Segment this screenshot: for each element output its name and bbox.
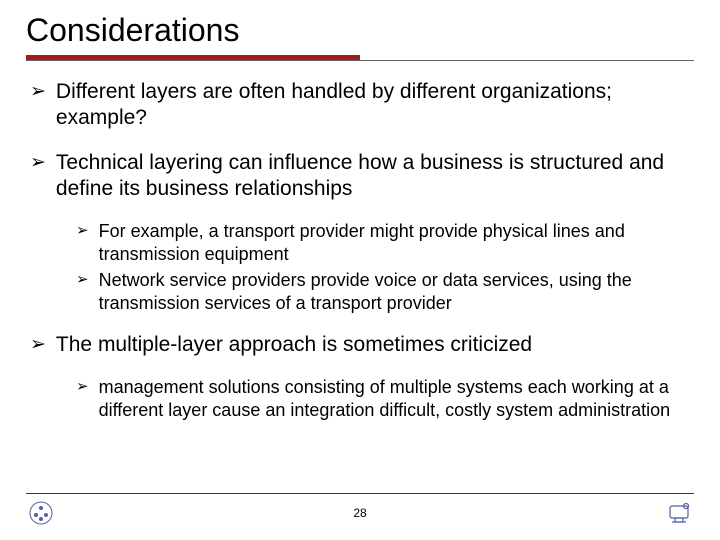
bullet-text: Technical layering can influence how a b… xyxy=(56,150,694,203)
page-number: 28 xyxy=(353,506,366,520)
sub-bullet-item: ➢ For example, a transport provider migh… xyxy=(76,220,694,265)
slide: Considerations ➢ Different layers are of… xyxy=(0,0,720,540)
footer-row: 28 xyxy=(26,500,694,526)
title-underline xyxy=(26,55,694,61)
content-area: ➢ Different layers are often handled by … xyxy=(26,79,694,421)
arrow-bullet-icon: ➢ xyxy=(30,150,46,176)
sub-bullet-text: Network service providers provide voice … xyxy=(99,269,694,314)
arrow-bullet-icon: ➢ xyxy=(76,220,89,242)
arrow-bullet-icon: ➢ xyxy=(76,376,89,398)
sub-bullet-text: For example, a transport provider might … xyxy=(99,220,694,265)
sub-bullet-item: ➢ Network service providers provide voic… xyxy=(76,269,694,314)
sub-bullet-item: ➢ management solutions consisting of mul… xyxy=(76,376,694,421)
sub-bullet-list: ➢ management solutions consisting of mul… xyxy=(30,376,694,421)
arrow-bullet-icon: ➢ xyxy=(30,332,46,358)
footer-rule xyxy=(26,493,694,494)
logo-right-icon xyxy=(664,500,694,526)
bullet-item: ➢ Technical layering can influence how a… xyxy=(30,150,694,203)
bullet-item: ➢ Different layers are often handled by … xyxy=(30,79,694,132)
arrow-bullet-icon: ➢ xyxy=(76,269,89,291)
bullet-item: ➢ The multiple-layer approach is sometim… xyxy=(30,332,694,358)
bullet-text: Different layers are often handled by di… xyxy=(56,79,694,132)
slide-footer: 28 xyxy=(0,493,720,526)
slide-title: Considerations xyxy=(26,12,694,49)
sub-bullet-text: management solutions consisting of multi… xyxy=(99,376,694,421)
bullet-text: The multiple-layer approach is sometimes… xyxy=(56,332,694,358)
logo-left-icon xyxy=(26,500,56,526)
thin-rule xyxy=(26,60,694,61)
sub-bullet-list: ➢ For example, a transport provider migh… xyxy=(30,220,694,314)
arrow-bullet-icon: ➢ xyxy=(30,79,46,105)
